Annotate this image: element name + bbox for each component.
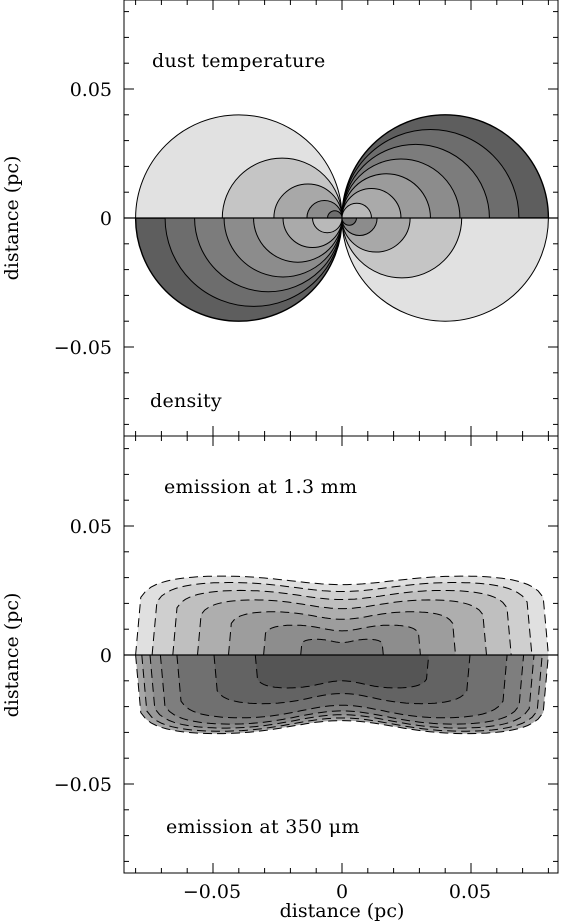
label-density: density: [150, 390, 222, 412]
bottom-xtick-label-0: −0.05: [183, 881, 241, 903]
label-dust-temperature: dust temperature: [152, 50, 326, 72]
bottom-xtick-label-2: 0.05: [449, 881, 491, 903]
panel-top: dust temperature density 0.05 0 −0.05 di…: [1, 0, 559, 437]
bottom-ytick-label-0: 0.05: [70, 516, 112, 538]
bottom-ylabel: distance (pc): [1, 593, 23, 718]
density-contour-left-4: [327, 210, 343, 219]
top-ticks: [124, 0, 558, 436]
label-emission-350um: emission at 350 μm: [166, 816, 360, 838]
top-ytick-label-1: 0: [100, 208, 112, 230]
emission-1p3mm-contours: [135, 575, 549, 656]
label-emission-1p3mm: emission at 1.3 mm: [164, 476, 357, 498]
bottom-xtick-label-1: 0: [336, 881, 348, 903]
emission-1p3mm-contour-6: [300, 638, 384, 656]
top-ytick-label-2: −0.05: [54, 337, 112, 359]
density-contours: [135, 114, 549, 322]
bottom-ytick-label-2: −0.05: [54, 774, 112, 796]
temperature-contour-right-6: [341, 202, 372, 219]
temperature-contours: [134, 114, 550, 322]
top-ytick-label-0: 0.05: [70, 79, 112, 101]
panel-bottom: emission at 1.3 mm emission at 350 μm 0.…: [1, 435, 559, 922]
emission-350um-contour-6: [254, 654, 430, 689]
bottom-ytick-label-1: 0: [100, 645, 112, 667]
bottom-ticks: [124, 436, 558, 873]
density-contour-right-4: [341, 217, 357, 226]
bottom-xlabel: distance (pc): [280, 900, 405, 922]
emission-350um-contours: [135, 654, 549, 735]
top-ylabel: distance (pc): [1, 156, 23, 281]
